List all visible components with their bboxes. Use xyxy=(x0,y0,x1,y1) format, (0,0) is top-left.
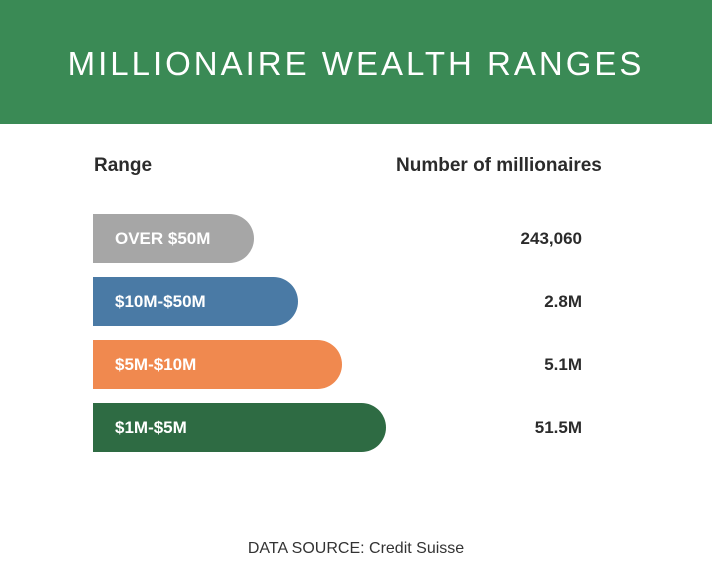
data-source-note: DATA SOURCE: Credit Suisse xyxy=(247,540,465,557)
bar-1: $10M-$50M xyxy=(93,277,298,326)
bar-label: OVER $50M xyxy=(115,228,211,248)
count-column-header: Number of millionaires xyxy=(396,155,602,176)
chart-title: MILLIONAIRE WEALTH RANGES xyxy=(67,45,645,82)
bar-label: $10M-$50M xyxy=(115,291,206,311)
value-label: 2.8M xyxy=(544,292,582,311)
bar-0: OVER $50M xyxy=(93,214,254,263)
bar-3: $1M-$5M xyxy=(93,403,386,452)
bar-label: $5M-$10M xyxy=(115,354,197,374)
range-column-header: Range xyxy=(94,155,153,176)
title-banner: MILLIONAIRE WEALTH RANGES xyxy=(0,0,712,124)
value-label: 51.5M xyxy=(534,418,582,437)
value-label: 243,060 xyxy=(520,229,582,248)
bar-label: $1M-$5M xyxy=(115,417,187,437)
value-label: 5.1M xyxy=(544,355,582,374)
bar-2: $5M-$10M xyxy=(93,340,342,389)
